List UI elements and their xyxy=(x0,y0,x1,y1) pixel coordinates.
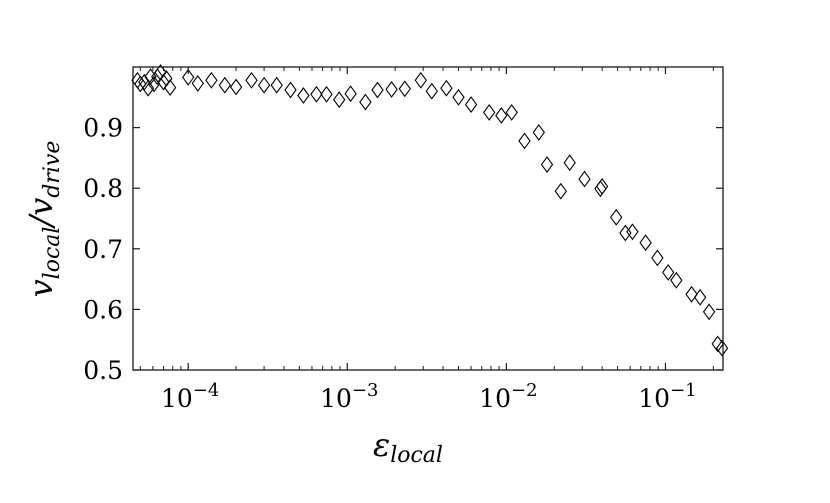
data-point xyxy=(626,223,639,241)
data-point xyxy=(563,154,576,172)
y-tick-label: 0.9 xyxy=(83,114,123,143)
data-point xyxy=(398,80,411,98)
data-point xyxy=(245,71,258,89)
data-markers xyxy=(131,64,729,357)
y-tick-label: 0.7 xyxy=(83,235,123,264)
data-point xyxy=(151,68,164,86)
data-point xyxy=(483,103,496,121)
data-point xyxy=(320,85,333,103)
x-tick-label: 10−1 xyxy=(638,380,696,413)
x-tick-label: 10−2 xyxy=(479,380,537,413)
data-point xyxy=(670,271,683,289)
y-tick-label: 0.6 xyxy=(83,295,123,324)
axis-ticks xyxy=(133,67,723,371)
y-axis-title-den: v xyxy=(22,198,60,216)
data-point xyxy=(532,123,545,141)
data-point xyxy=(595,177,609,195)
x-tick-label: 10−3 xyxy=(320,380,378,413)
data-point xyxy=(297,87,310,104)
data-point xyxy=(452,88,465,106)
data-point xyxy=(685,285,698,303)
data-point xyxy=(134,75,147,93)
data-point xyxy=(257,76,271,94)
data-point xyxy=(639,234,652,252)
y-axis-title-num: v xyxy=(22,279,60,297)
x-axis-title-main: ε xyxy=(373,426,390,464)
data-point xyxy=(371,81,384,99)
data-point xyxy=(182,68,195,86)
data-point xyxy=(594,180,607,198)
y-axis-title-sep: / xyxy=(22,213,60,230)
data-point xyxy=(154,64,167,81)
y-axis-title-den-sub: drive xyxy=(40,141,65,198)
data-point xyxy=(157,73,170,91)
data-point xyxy=(218,76,231,94)
data-point xyxy=(163,79,177,97)
data-point xyxy=(715,339,729,357)
data-point xyxy=(333,91,346,109)
data-point xyxy=(619,224,632,242)
data-point xyxy=(651,249,664,267)
data-point xyxy=(229,78,243,96)
data-point xyxy=(495,107,508,124)
data-point xyxy=(205,71,218,89)
data-point xyxy=(425,82,438,100)
x-axis-title: εlocal xyxy=(373,426,443,468)
data-point xyxy=(540,156,554,174)
data-point xyxy=(141,79,155,97)
data-point xyxy=(414,71,427,89)
y-tick-label: 0.8 xyxy=(83,174,123,203)
data-point xyxy=(284,81,297,99)
plot-frame xyxy=(132,66,724,371)
data-point xyxy=(440,79,453,97)
data-point xyxy=(270,76,283,94)
data-point xyxy=(464,96,478,114)
data-point xyxy=(344,85,357,103)
x-axis-title-sub: local xyxy=(390,443,443,468)
data-point xyxy=(359,93,372,111)
data-point xyxy=(385,80,398,98)
data-point xyxy=(693,288,707,306)
data-point xyxy=(662,263,675,281)
data-point xyxy=(610,208,623,226)
data-point xyxy=(702,303,716,321)
data-point xyxy=(554,182,567,200)
data-point xyxy=(191,74,204,92)
data-point xyxy=(518,132,531,150)
data-point xyxy=(505,103,518,121)
data-point xyxy=(147,75,161,93)
data-point xyxy=(578,170,591,188)
y-axis-title-num-sub: local xyxy=(40,227,65,280)
y-axis-title: vlocal/vdrive xyxy=(22,141,65,298)
y-tick-label: 0.5 xyxy=(83,356,123,385)
tick-labels: 10−4 10−3 10−2 10−1 0.5 0.6 0.7 0.8 0.9 xyxy=(83,114,696,413)
data-point xyxy=(310,85,323,103)
x-tick-label: 10−4 xyxy=(161,380,219,413)
